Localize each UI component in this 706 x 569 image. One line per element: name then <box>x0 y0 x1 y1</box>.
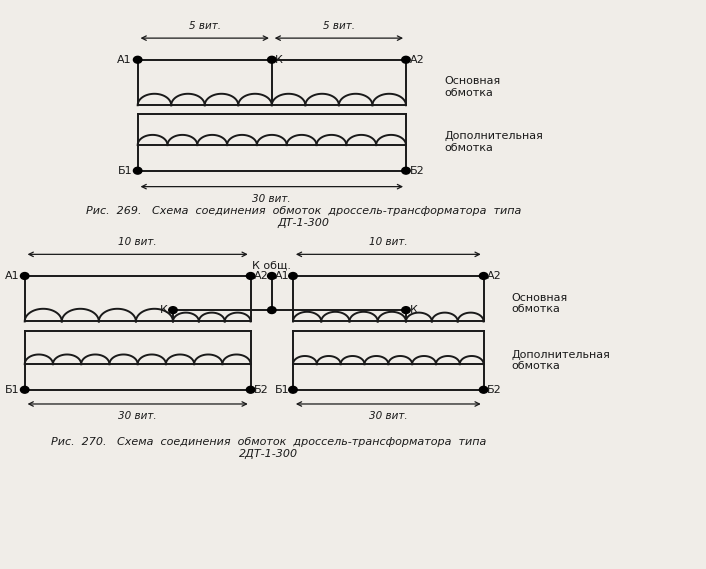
Text: Рис.  269.   Схема  соединения  обмоток  дроссель-трансформатора  типа
ДТ-1-300: Рис. 269. Схема соединения обмоток дросс… <box>86 206 521 228</box>
Text: 10 вит.: 10 вит. <box>369 237 407 247</box>
Text: Б1: Б1 <box>117 166 132 176</box>
Text: К: К <box>160 305 167 315</box>
Circle shape <box>289 386 297 393</box>
Text: 10 вит.: 10 вит. <box>119 237 157 247</box>
Circle shape <box>133 167 142 174</box>
Circle shape <box>246 273 255 279</box>
Text: К: К <box>410 305 418 315</box>
Text: Дополнительная
обмотка: Дополнительная обмотка <box>512 349 611 372</box>
Text: К: К <box>275 55 282 65</box>
Circle shape <box>268 307 276 314</box>
Text: Б1: Б1 <box>275 385 289 395</box>
Text: А1: А1 <box>275 271 289 281</box>
Circle shape <box>268 56 276 63</box>
Circle shape <box>402 307 410 314</box>
Text: Б2: Б2 <box>409 166 424 176</box>
Circle shape <box>479 386 488 393</box>
Text: Б1: Б1 <box>4 385 19 395</box>
Circle shape <box>133 56 142 63</box>
Circle shape <box>289 273 297 279</box>
Text: 30 вит.: 30 вит. <box>253 194 291 204</box>
Circle shape <box>169 307 177 314</box>
Text: Основная
обмотка: Основная обмотка <box>445 76 501 97</box>
Text: Рис.  270.   Схема  соединения  обмоток  дроссель-трансформатора  типа
2ДТ-1-300: Рис. 270. Схема соединения обмоток дросс… <box>51 437 486 459</box>
Circle shape <box>479 273 488 279</box>
Text: А2: А2 <box>409 55 424 65</box>
Text: Основная
обмотка: Основная обмотка <box>512 293 568 314</box>
Circle shape <box>20 273 29 279</box>
Text: А1: А1 <box>117 55 132 65</box>
Text: 5 вит.: 5 вит. <box>323 20 355 31</box>
Circle shape <box>246 386 255 393</box>
Text: 5 вит.: 5 вит. <box>189 20 221 31</box>
Circle shape <box>268 273 276 279</box>
Text: 30 вит.: 30 вит. <box>369 411 407 422</box>
Text: 30 вит.: 30 вит. <box>119 411 157 422</box>
Circle shape <box>20 386 29 393</box>
Circle shape <box>402 56 410 63</box>
Circle shape <box>402 167 410 174</box>
Text: К общ.: К общ. <box>252 260 292 270</box>
Text: Б2: Б2 <box>253 385 268 395</box>
Text: Дополнительная
обмотка: Дополнительная обмотка <box>445 131 544 153</box>
Text: Б2: Б2 <box>487 385 502 395</box>
Text: А2: А2 <box>253 271 268 281</box>
Text: А1: А1 <box>4 271 19 281</box>
Text: А2: А2 <box>487 271 502 281</box>
